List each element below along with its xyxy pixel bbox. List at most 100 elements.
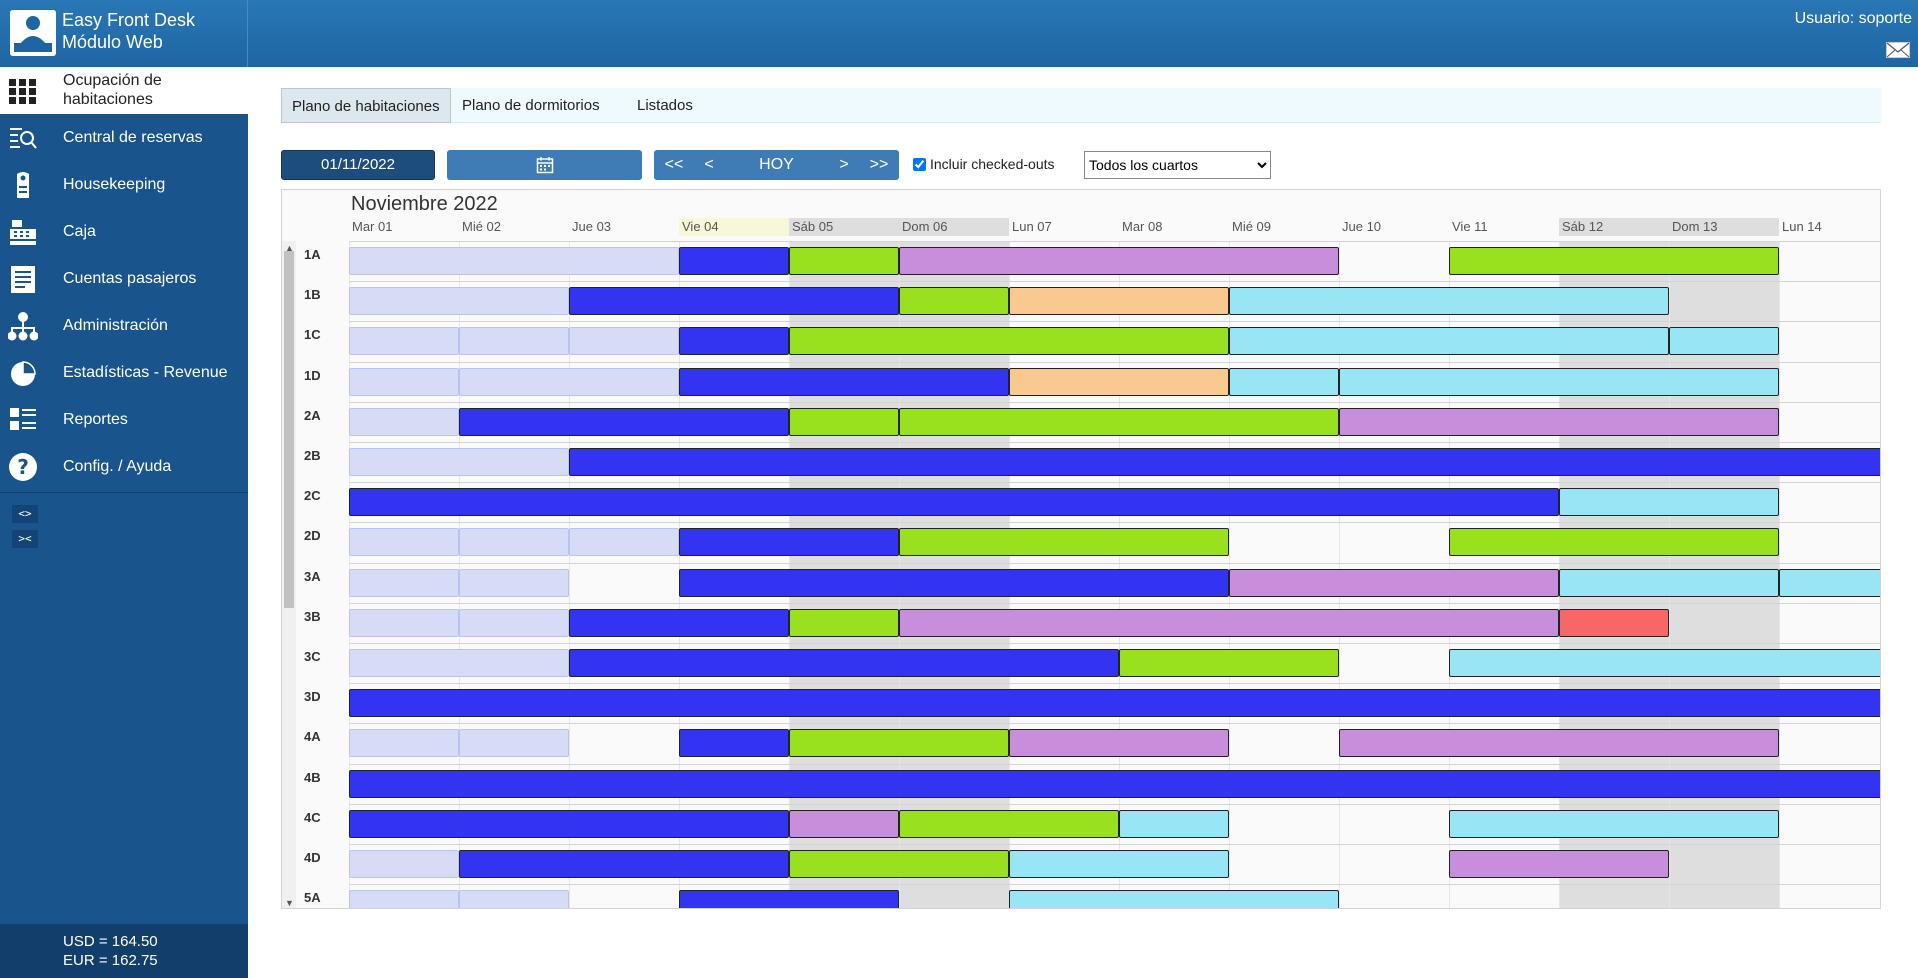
booking-bar-in_house[interactable] [679, 247, 789, 275]
booking-bar-in_house[interactable] [349, 488, 1559, 517]
checked-outs-checkbox[interactable] [913, 158, 926, 171]
booking-bar-in_house[interactable] [349, 689, 1880, 718]
booking-bar-tentative[interactable] [1009, 367, 1229, 396]
today-button[interactable]: HOY [759, 156, 794, 173]
room-label[interactable]: 5A [304, 890, 321, 906]
room-filter-select[interactable]: Todos los cuartos [1084, 151, 1271, 179]
booking-bar-in_house[interactable] [569, 608, 789, 637]
booking-bar-past[interactable] [569, 327, 679, 356]
room-label[interactable]: 2D [304, 528, 321, 544]
booking-bar-past[interactable] [459, 327, 569, 356]
booking-bar-in_house[interactable] [569, 649, 1119, 677]
booking-bar-confirmed[interactable] [789, 729, 1009, 758]
booking-bar-past[interactable] [349, 890, 459, 908]
booking-bar-future[interactable] [1449, 809, 1779, 838]
sidebar-item-config-ayuda[interactable]: ? Config. / Ayuda [0, 444, 248, 491]
room-label[interactable]: 3B [304, 608, 321, 624]
booking-bar-blocked[interactable] [1559, 608, 1669, 637]
tab-plano-dormitorios[interactable]: Plano de dormitorios [462, 97, 600, 114]
last-button[interactable]: >> [869, 156, 889, 173]
booking-bar-confirmed[interactable] [899, 407, 1339, 436]
booking-bar-past[interactable] [569, 528, 679, 557]
room-label[interactable]: 2C [304, 488, 321, 504]
scroll-thumb[interactable] [284, 251, 294, 608]
booking-bar-pending[interactable] [1339, 407, 1779, 436]
booking-bar-future[interactable] [1229, 367, 1339, 396]
booking-bar-in_house[interactable] [569, 448, 1880, 476]
room-label[interactable]: 1B [304, 287, 321, 303]
booking-bar-future[interactable] [1669, 327, 1779, 356]
prev-button[interactable]: < [704, 156, 714, 173]
tab-plano-habitaciones[interactable]: Plano de habitaciones [281, 88, 451, 123]
sidebar-item-ocupacion[interactable]: Ocupación de habitaciones [0, 67, 248, 114]
booking-bar-in_house[interactable] [569, 287, 899, 316]
room-label[interactable]: 3D [304, 689, 321, 705]
sidebar-item-administracion[interactable]: Administración [0, 303, 248, 350]
booking-bar-in_house[interactable] [679, 327, 789, 356]
booking-bar-past[interactable] [349, 729, 459, 758]
booking-bar-in_house[interactable] [679, 568, 1229, 597]
booking-bar-future[interactable] [1009, 850, 1229, 878]
booking-bar-pending[interactable] [1339, 729, 1779, 758]
booking-bar-pending[interactable] [1229, 568, 1559, 597]
room-label[interactable]: 1C [304, 327, 321, 343]
booking-bar-tentative[interactable] [1009, 287, 1229, 316]
vertical-scrollbar[interactable]: ▲ ▼ [282, 241, 296, 908]
scroll-down-icon[interactable]: ▼ [285, 898, 294, 908]
booking-bar-past[interactable] [459, 367, 679, 396]
booking-bar-confirmed[interactable] [1119, 649, 1339, 677]
booking-bar-future[interactable] [1559, 488, 1779, 517]
booking-bar-future[interactable] [1559, 568, 1779, 597]
booking-bar-past[interactable] [459, 729, 569, 758]
booking-bar-past[interactable] [349, 608, 459, 637]
room-label[interactable]: 4D [304, 850, 321, 865]
booking-bar-confirmed[interactable] [899, 809, 1119, 838]
booking-bar-future[interactable] [1229, 287, 1669, 316]
booking-bar-past[interactable] [459, 568, 569, 597]
booking-bar-confirmed[interactable] [1449, 528, 1779, 557]
room-label[interactable]: 3A [304, 568, 321, 584]
booking-bar-in_house[interactable] [459, 407, 789, 436]
booking-bar-past[interactable] [349, 528, 459, 557]
sidebar-item-central-reservas[interactable]: Central de reservas [0, 115, 248, 162]
booking-bar-in_house[interactable] [349, 809, 789, 838]
room-label[interactable]: 1D [304, 367, 321, 383]
booking-bar-future[interactable] [1449, 649, 1880, 677]
booking-bar-in_house[interactable] [459, 850, 789, 878]
expand-button[interactable]: <> [12, 505, 38, 523]
booking-bar-pending[interactable] [899, 608, 1559, 637]
booking-bar-past[interactable] [349, 448, 569, 476]
booking-bar-past[interactable] [349, 287, 569, 316]
booking-bar-pending[interactable] [899, 247, 1339, 275]
sidebar-item-reportes[interactable]: Reportes [0, 397, 248, 444]
room-label[interactable]: 2A [304, 407, 321, 423]
booking-bar-future[interactable] [1009, 890, 1339, 908]
booking-bar-pending[interactable] [1449, 850, 1669, 878]
booking-bar-confirmed[interactable] [789, 327, 1229, 356]
first-button[interactable]: << [664, 156, 684, 173]
booking-bar-confirmed[interactable] [1449, 247, 1779, 275]
booking-bar-future[interactable] [1229, 327, 1669, 356]
booking-bar-past[interactable] [459, 890, 569, 908]
booking-bar-in_house[interactable] [349, 769, 1880, 798]
booking-bar-past[interactable] [459, 528, 569, 557]
sidebar-item-cuentas-pasajeros[interactable]: Cuentas pasajeros [0, 256, 248, 303]
booking-bar-confirmed[interactable] [789, 850, 1009, 878]
booking-bar-confirmed[interactable] [789, 407, 899, 436]
sidebar-item-housekeeping[interactable]: Housekeeping [0, 162, 248, 209]
booking-bar-confirmed[interactable] [789, 247, 899, 275]
booking-bar-in_house[interactable] [679, 528, 899, 557]
room-label[interactable]: 4B [304, 769, 321, 785]
sidebar-item-estadisticas[interactable]: Estadísticas - Revenue [0, 350, 248, 397]
room-label[interactable]: 4C [304, 809, 321, 825]
booking-bar-confirmed[interactable] [899, 528, 1229, 557]
booking-bar-future[interactable] [1119, 809, 1229, 838]
mail-icon[interactable] [1886, 42, 1910, 58]
room-label[interactable]: 1A [304, 247, 321, 262]
room-label[interactable]: 2B [304, 448, 321, 463]
booking-bar-confirmed[interactable] [789, 608, 899, 637]
booking-bar-past[interactable] [349, 247, 679, 275]
sidebar-item-caja[interactable]: Caja [0, 209, 248, 256]
scroll-up-icon[interactable]: ▲ [285, 243, 294, 253]
date-input[interactable]: 01/11/2022 [281, 150, 435, 180]
